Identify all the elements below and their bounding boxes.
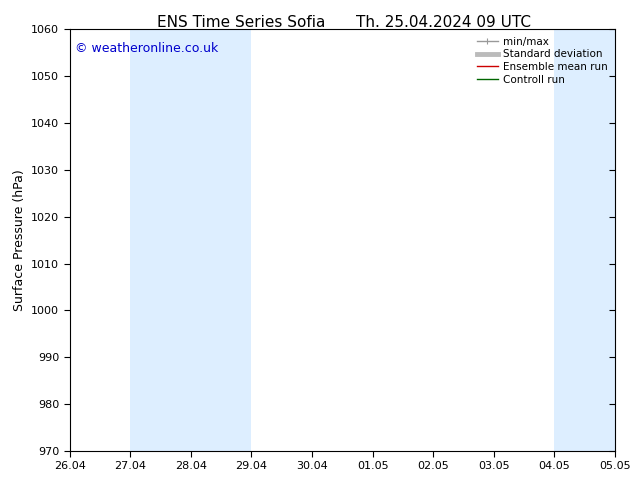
Text: Th. 25.04.2024 09 UTC: Th. 25.04.2024 09 UTC bbox=[356, 15, 531, 30]
Bar bbox=[131, 29, 191, 451]
Text: ENS Time Series Sofia: ENS Time Series Sofia bbox=[157, 15, 325, 30]
Bar bbox=[615, 29, 634, 451]
Bar bbox=[554, 29, 615, 451]
Y-axis label: Surface Pressure (hPa): Surface Pressure (hPa) bbox=[13, 169, 25, 311]
Legend: min/max, Standard deviation, Ensemble mean run, Controll run: min/max, Standard deviation, Ensemble me… bbox=[475, 35, 610, 87]
Text: © weatheronline.co.uk: © weatheronline.co.uk bbox=[75, 42, 219, 55]
Bar bbox=[191, 29, 252, 451]
